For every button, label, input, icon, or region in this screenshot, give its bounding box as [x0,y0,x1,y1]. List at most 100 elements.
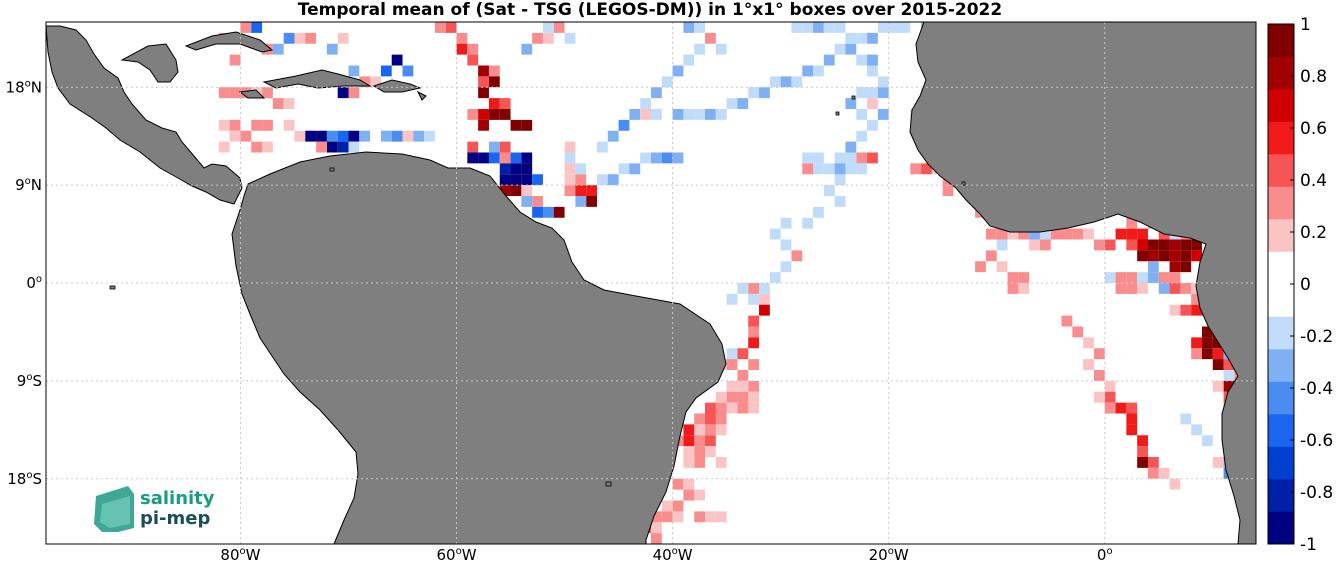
data-cell [1115,283,1127,294]
data-cell [488,109,500,120]
data-cell [834,163,846,175]
data-cell [1212,348,1224,360]
data-cell [748,87,760,99]
data-cell [802,22,814,33]
data-cell [780,239,792,251]
colorbar-tick-label: -1 [1300,535,1317,555]
data-cell [229,87,241,99]
data-cell [1093,239,1105,251]
data-cell [618,163,630,175]
data-cell [1169,272,1181,283]
data-cell [1147,250,1159,262]
data-cell [651,87,662,99]
data-cell [1104,391,1116,403]
data-cell [845,163,857,175]
tick-degrees: 18 [6,78,25,96]
data-cell [715,511,727,523]
data-cell [715,43,727,55]
data-cell [370,76,381,88]
colorbar-swatch [1268,381,1294,415]
data-cell [705,402,716,414]
data-cell [780,261,792,273]
data-cell [705,424,716,436]
data-cell [705,413,716,425]
data-cell [294,32,306,44]
data-cell [1115,228,1127,240]
data-cell [694,43,706,55]
data-cell [715,413,727,425]
data-cell [596,141,608,153]
data-cell [467,152,479,164]
data-cell [899,22,911,33]
data-cell [1039,228,1051,240]
colorbar-swatch [1268,56,1294,90]
data-cell [769,272,781,283]
colorbar-tick-label: -0.6 [1300,431,1333,451]
data-cell [813,65,824,77]
degree-sign: o [240,546,246,557]
data-cell [553,22,565,33]
data-cell [1169,239,1181,251]
data-cell [305,32,317,44]
data-cell [1169,283,1181,294]
data-cell [467,109,479,120]
data-cell [262,119,273,131]
data-cell [1191,293,1202,305]
colorbar [1267,23,1295,545]
data-cell [1201,326,1213,338]
data-cell [737,391,749,403]
data-cell [1083,337,1094,349]
data-cell [715,391,727,403]
data-cell [326,141,338,153]
data-cell [661,511,673,523]
data-cell [813,22,824,33]
data-cell [488,98,500,109]
data-cell [651,152,662,164]
data-cell [1137,283,1148,294]
data-cell [877,87,889,99]
data-cell [1061,228,1073,240]
data-cell [921,163,932,175]
data-cell [1093,391,1105,403]
data-cell [499,185,511,196]
colorbar-swatch [1268,446,1294,480]
data-cell [596,174,608,186]
data-cell [434,22,446,33]
data-cell [715,457,727,468]
data-cell [283,119,295,131]
data-cell [823,185,835,196]
data-cell [651,511,662,523]
data-cell [380,130,392,142]
salinity-pi-mep-logo: salinity pi-mep [94,486,215,532]
data-cell [532,174,543,186]
data-cell [1126,413,1138,425]
data-cell [1137,446,1148,457]
data-cell [737,98,749,109]
data-cell [564,174,576,186]
data-cell [1201,435,1213,447]
colorbar-swatch [1268,219,1294,252]
data-cell [1018,272,1030,283]
data-cell [402,65,414,77]
data-cell [780,217,792,229]
colorbar-tick-label: 0.8 [1300,67,1327,87]
data-cell [586,185,597,196]
data-cell [694,22,706,33]
data-cell [1039,239,1051,251]
data-cell [856,130,868,142]
data-cell [813,152,824,164]
data-cell [337,141,349,153]
data-cell [413,130,425,142]
data-cell [1083,228,1094,240]
data-cell [1180,250,1192,262]
data-cell [802,152,814,164]
data-cell [748,359,760,370]
colorbar-tick-label: -0.2 [1300,327,1333,347]
data-cell [532,206,543,218]
data-cell [251,22,263,33]
data-cell [488,141,500,153]
tick-degrees: 60 [437,546,456,564]
data-cell [791,250,803,262]
data-cell [1180,304,1192,316]
tick-degrees: 20 [869,546,888,564]
